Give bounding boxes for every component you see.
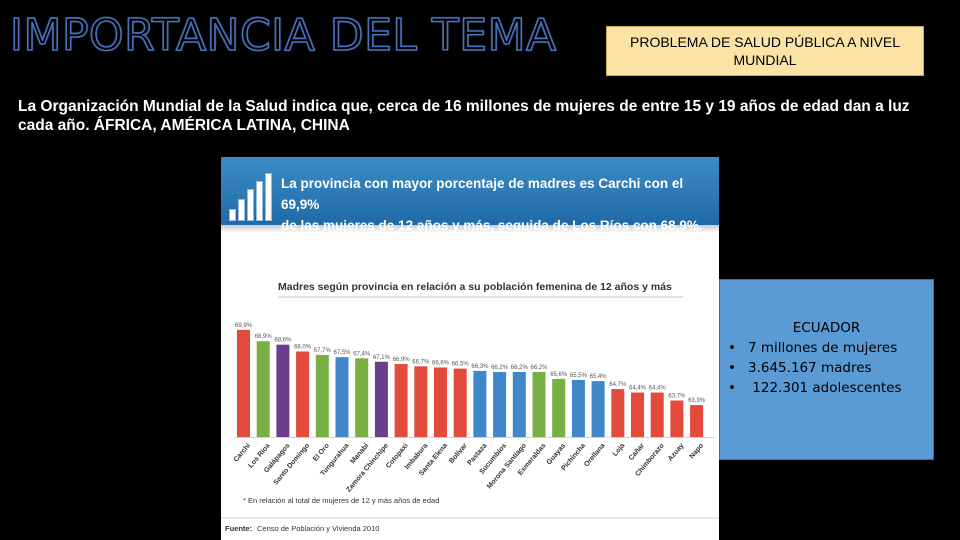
banner-headline: La provincia con mayor porcentaje de mad… xyxy=(281,173,711,236)
bar xyxy=(631,392,644,437)
data-label: 66,7% xyxy=(412,359,430,365)
banner-line-2: de las mujeres de 12 años y más, seguida… xyxy=(281,218,703,233)
data-label: 66,3% xyxy=(471,364,489,370)
tick-label: Azuay xyxy=(667,442,686,462)
data-label: 66,2% xyxy=(491,365,509,371)
data-label: 66,5% xyxy=(452,362,470,368)
banner-line-1: La provincia con mayor porcentaje de mad… xyxy=(281,176,684,212)
bar xyxy=(532,372,546,437)
bar xyxy=(276,344,290,437)
data-label: 65,5% xyxy=(570,373,588,379)
bar xyxy=(335,357,349,437)
bar xyxy=(493,372,507,437)
bar xyxy=(434,367,447,437)
bar xyxy=(512,372,526,437)
data-label: 67,1% xyxy=(373,355,391,361)
tick-label: Loja xyxy=(612,442,627,458)
intro-paragraph: La Organización Mundial de la Salud indi… xyxy=(18,98,910,134)
tick-label: Zamora Chinchipe xyxy=(345,442,390,493)
bar xyxy=(650,392,664,437)
ecuador-item-mothers: • 3.645.167 madres xyxy=(728,358,933,378)
bar xyxy=(296,351,310,437)
bullet: • xyxy=(728,360,736,376)
bar xyxy=(591,381,605,437)
bar xyxy=(473,370,487,437)
tick-label: Carchi xyxy=(233,442,252,463)
source-label: Fuente: xyxy=(225,524,252,533)
page-title: IMPORTANCIA DEL TEMA xyxy=(9,10,557,61)
data-label: 68,0% xyxy=(294,345,312,351)
data-label: 64,4% xyxy=(629,386,647,392)
data-label: 67,5% xyxy=(333,350,351,356)
bar xyxy=(670,400,684,437)
ecuador-summary-box: ECUADOR • 7 millones de mujeres • 3.645.16… xyxy=(719,279,934,460)
bullet: • xyxy=(728,380,736,396)
source-text: Censo de Población y Vivienda 2010 xyxy=(257,524,379,533)
data-label: 68,9% xyxy=(255,334,273,340)
tick-label: Santo Domingo xyxy=(273,442,312,486)
bar xyxy=(374,361,388,437)
data-label: 67,4% xyxy=(353,351,371,357)
data-label: 63,3% xyxy=(688,398,706,404)
infographic-panel: La provincia con mayor porcentaje de mad… xyxy=(221,157,719,540)
data-label: 66,9% xyxy=(393,357,411,363)
list-item: 7 millones de mujeres xyxy=(748,340,898,356)
bar xyxy=(355,358,369,437)
bar xyxy=(690,405,704,437)
footnote: * En relación al total de mujeres de 12 … xyxy=(243,496,439,505)
list-item: 122.301 adolescentes xyxy=(748,380,902,396)
tick-label: Cañar xyxy=(628,442,646,462)
bar xyxy=(237,329,250,437)
bar xyxy=(552,378,566,437)
ecuador-item-adolescents: • 122.301 adolescentes xyxy=(728,378,933,398)
bar xyxy=(256,341,270,437)
province-mothers-chart: Madres según provincia en relación a su … xyxy=(221,281,719,533)
bar xyxy=(571,380,585,437)
bar xyxy=(414,366,428,437)
tick-label: Orellana xyxy=(583,442,606,468)
data-label: 63,7% xyxy=(668,394,686,400)
list-item: 3.645.167 madres xyxy=(748,360,872,376)
data-label: 65,4% xyxy=(590,374,608,380)
data-label: 66,2% xyxy=(530,365,548,371)
ecuador-list: • 7 millones de mujeres • 3.645.167 madres… xyxy=(720,338,933,398)
data-label: 68,6% xyxy=(274,338,292,344)
data-label: 65,6% xyxy=(550,372,568,378)
tick-label: El Oro xyxy=(312,442,331,463)
data-label: 67,7% xyxy=(314,348,332,354)
bar xyxy=(394,364,408,437)
data-label: 64,4% xyxy=(649,386,667,392)
chart-title: Madres según provincia en relación a su … xyxy=(278,281,672,293)
bullet: • xyxy=(728,340,736,356)
data-label: 66,2% xyxy=(511,365,529,371)
bar xyxy=(453,368,467,437)
data-label: 66,6% xyxy=(432,360,450,366)
bar xyxy=(611,389,625,437)
bar xyxy=(315,354,329,437)
infographic-banner xyxy=(221,157,719,225)
banner-shadow xyxy=(221,225,719,233)
data-label: 69,9% xyxy=(235,323,253,329)
bar-chart-logo-icon xyxy=(229,173,275,221)
tick-label: Napo xyxy=(689,442,706,460)
ecuador-title: ECUADOR xyxy=(792,320,861,336)
topic-badge: PROBLEMA DE SALUD PÚBLICA A NIVEL MUNDIA… xyxy=(606,26,924,76)
ecuador-item-women: • 7 millones de mujeres xyxy=(728,338,933,358)
data-label: 64,7% xyxy=(609,382,627,388)
